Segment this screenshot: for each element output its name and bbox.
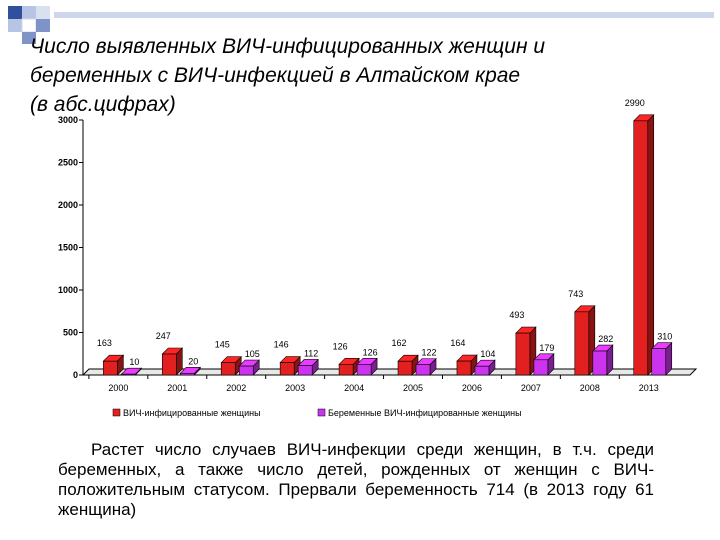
- data-label: 282: [598, 334, 613, 344]
- y-tick-label: 0: [73, 370, 78, 380]
- deco-square: [22, 32, 36, 44]
- y-tick-label: 2000: [58, 200, 78, 210]
- y-tick-label: 1000: [58, 285, 78, 295]
- bar: [415, 364, 431, 376]
- y-tick-label: 500: [63, 328, 78, 338]
- bar: [456, 360, 472, 376]
- bar: [121, 373, 136, 376]
- x-tick-label: 2005: [403, 383, 423, 393]
- deco-rule: [54, 12, 714, 18]
- x-tick-label: 2004: [344, 383, 364, 393]
- bar: [515, 332, 531, 376]
- data-label: 164: [450, 338, 465, 348]
- x-tick-label: 2013: [639, 383, 659, 393]
- legend-swatch: [317, 408, 326, 417]
- bar: [592, 350, 608, 376]
- bar: [356, 363, 372, 376]
- data-label: 126: [333, 341, 348, 351]
- deco-square: [22, 6, 36, 19]
- bar: [633, 120, 649, 376]
- bar: [103, 360, 118, 376]
- y-tick-label: 1500: [58, 243, 78, 253]
- deco-square: [8, 6, 22, 19]
- data-label: 743: [568, 289, 583, 299]
- data-label: 247: [156, 331, 171, 341]
- bar: [651, 348, 667, 376]
- deco-square: [36, 19, 50, 32]
- data-label: 105: [245, 349, 260, 359]
- legend-label: Беременные ВИЧ-инфицированные женщины: [328, 408, 522, 418]
- data-label: 20: [188, 356, 198, 366]
- legend-label: ВИЧ-инфицированные женщины: [123, 408, 261, 418]
- bar: [338, 363, 354, 376]
- data-label: 146: [274, 340, 289, 350]
- data-label: 104: [480, 349, 495, 359]
- data-label: 10: [129, 357, 139, 367]
- x-tick-label: 2006: [462, 383, 482, 393]
- bar: [397, 360, 413, 376]
- data-label: 145: [215, 340, 230, 350]
- bar: [238, 365, 254, 376]
- bar: [474, 365, 490, 376]
- slide-title: Число выявленных ВИЧ-инфицированных женщ…: [30, 35, 546, 116]
- x-tick-label: 2007: [521, 383, 541, 393]
- bar: [220, 362, 236, 376]
- x-tick-label: 2000: [108, 383, 128, 393]
- data-label: 310: [657, 332, 672, 342]
- y-tick-label: 3000: [58, 115, 78, 125]
- data-label: 162: [392, 338, 407, 348]
- y-tick-label: 2500: [58, 158, 78, 168]
- data-label: 122: [422, 348, 437, 358]
- deco-square: [36, 6, 50, 19]
- x-tick-label: 2001: [167, 383, 187, 393]
- data-label: 163: [97, 338, 112, 348]
- slide-note: Растет число случаев ВИЧ-инфекции среди …: [58, 440, 654, 519]
- bar: [533, 359, 549, 376]
- x-tick-label: 2008: [580, 383, 600, 393]
- bar: [179, 372, 195, 376]
- data-label: 2990: [625, 98, 645, 108]
- bar: [297, 365, 313, 376]
- data-label: 126: [363, 347, 378, 357]
- data-label: 493: [509, 310, 524, 320]
- bar: [574, 311, 590, 376]
- x-tick-label: 2003: [285, 383, 305, 393]
- x-tick-label: 2002: [226, 383, 246, 393]
- legend-swatch: [112, 408, 121, 417]
- bar: [279, 362, 295, 376]
- deco-square: [8, 19, 22, 32]
- bar-side: [647, 114, 655, 376]
- bar: [161, 353, 177, 376]
- data-label: 179: [539, 343, 554, 353]
- data-label: 112: [304, 348, 318, 358]
